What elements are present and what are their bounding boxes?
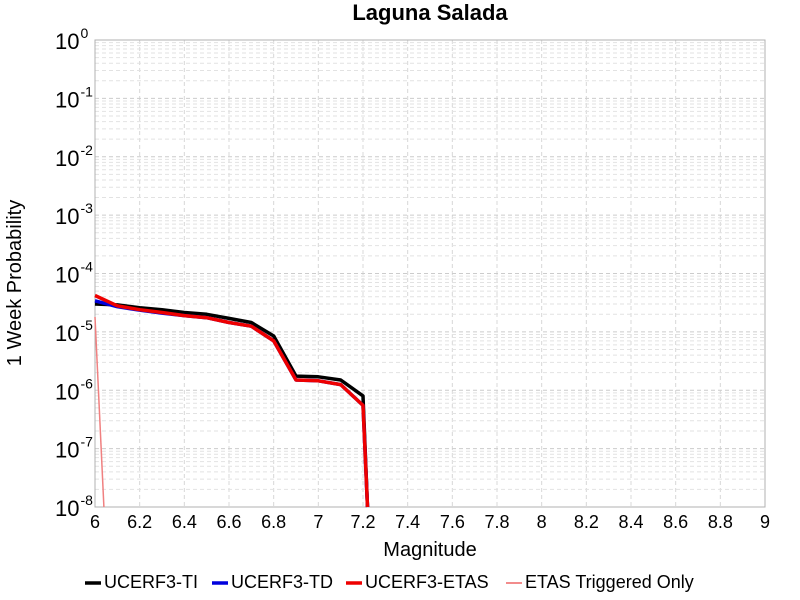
x-tick-label: 8.2 bbox=[574, 512, 599, 532]
legend-entry-3: ETAS Triggered Only bbox=[525, 572, 694, 592]
series-line-0 bbox=[94, 302, 370, 508]
x-tick-label: 7.4 bbox=[395, 512, 420, 532]
x-tick-label: 8.6 bbox=[663, 512, 688, 532]
y-tick-label: 10-2 bbox=[55, 142, 93, 171]
x-tick-label: 8 bbox=[537, 512, 547, 532]
x-axis-label: Magnitude bbox=[383, 539, 476, 561]
x-tick-label: 7.2 bbox=[350, 512, 375, 532]
y-tick-label: 10-6 bbox=[55, 375, 93, 404]
y-tick-label: 100 bbox=[55, 25, 88, 54]
legend-entry-1: UCERF3-TD bbox=[231, 572, 333, 592]
x-tick-label: 6.4 bbox=[172, 512, 197, 532]
y-tick-label: 10-4 bbox=[55, 259, 93, 288]
legend-entry-2: UCERF3-ETAS bbox=[365, 572, 489, 592]
series-line-3 bbox=[94, 316, 105, 508]
x-tick-label: 9 bbox=[760, 512, 770, 532]
legend: UCERF3-TI UCERF3-TD UCERF3-ETAS ETAS Trigge… bbox=[85, 572, 694, 592]
x-tick-labels: 6 6.2 6.4 6.6 6.8 7 7.2 7.4 7.6 7.8 8 8.2 8.4 8.6 8.8 9 bbox=[90, 512, 770, 532]
plot-area bbox=[95, 40, 765, 507]
y-tick-label: 10-8 bbox=[55, 492, 93, 521]
y-tick-label: 10-3 bbox=[55, 200, 93, 229]
y-tick-labels: 100 10-1 10-2 10-3 10-4 10-5 10-6 10-7 10-8 bbox=[55, 25, 93, 521]
x-tick-label: 7 bbox=[313, 512, 323, 532]
chart-title: Laguna Salada bbox=[352, 0, 508, 25]
series-layer bbox=[94, 293, 370, 508]
x-tick-label: 6 bbox=[90, 512, 100, 532]
y-tick-label: 10-7 bbox=[55, 434, 93, 463]
x-tick-label: 7.6 bbox=[440, 512, 465, 532]
legend-entry-0: UCERF3-TI bbox=[104, 572, 198, 592]
x-tick-label: 6.8 bbox=[261, 512, 286, 532]
plot-frame bbox=[94, 39, 766, 508]
y-axis-label: 1 Week Probability bbox=[4, 200, 26, 366]
x-tick-label: 7.8 bbox=[484, 512, 509, 532]
x-tick-label: 6.2 bbox=[127, 512, 152, 532]
y-tick-label: 10-5 bbox=[55, 317, 93, 346]
x-tick-label: 6.6 bbox=[216, 512, 241, 532]
y-tick-label: 10-1 bbox=[55, 83, 93, 112]
x-tick-label: 8.4 bbox=[618, 512, 643, 532]
series-line-2 bbox=[94, 293, 370, 508]
x-tick-label: 8.8 bbox=[708, 512, 733, 532]
